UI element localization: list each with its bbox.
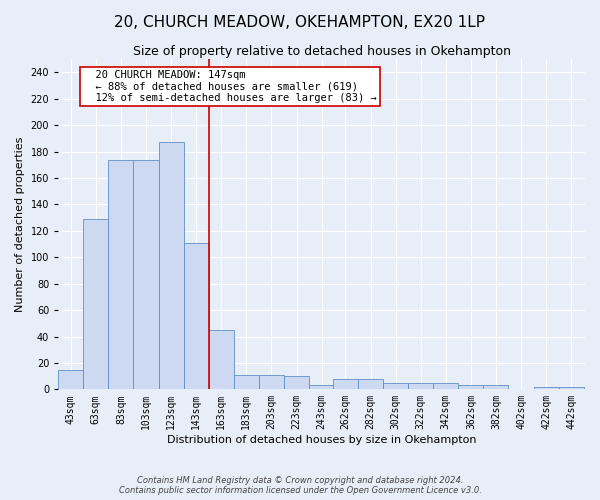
Text: Contains HM Land Registry data © Crown copyright and database right 2024.
Contai: Contains HM Land Registry data © Crown c… — [119, 476, 481, 495]
Bar — [333, 379, 358, 390]
Bar — [259, 375, 284, 390]
Bar — [383, 382, 408, 390]
Bar — [158, 142, 184, 390]
Bar — [284, 376, 309, 390]
Bar — [234, 375, 259, 390]
Bar — [433, 382, 458, 390]
Bar — [309, 386, 334, 390]
Bar — [408, 382, 433, 390]
Bar — [358, 379, 383, 390]
Bar — [133, 160, 158, 390]
X-axis label: Distribution of detached houses by size in Okehampton: Distribution of detached houses by size … — [167, 435, 476, 445]
Bar — [458, 386, 484, 390]
Text: 20, CHURCH MEADOW, OKEHAMPTON, EX20 1LP: 20, CHURCH MEADOW, OKEHAMPTON, EX20 1LP — [115, 15, 485, 30]
Bar — [209, 330, 234, 390]
Bar — [533, 386, 559, 390]
Title: Size of property relative to detached houses in Okehampton: Size of property relative to detached ho… — [133, 45, 511, 58]
Bar — [484, 386, 508, 390]
Bar — [109, 160, 133, 390]
Bar — [83, 219, 109, 390]
Bar — [184, 242, 209, 390]
Text: 20 CHURCH MEADOW: 147sqm
  ← 88% of detached houses are smaller (619)
  12% of s: 20 CHURCH MEADOW: 147sqm ← 88% of detach… — [83, 70, 377, 103]
Bar — [559, 386, 584, 390]
Bar — [58, 370, 83, 390]
Y-axis label: Number of detached properties: Number of detached properties — [15, 136, 25, 312]
